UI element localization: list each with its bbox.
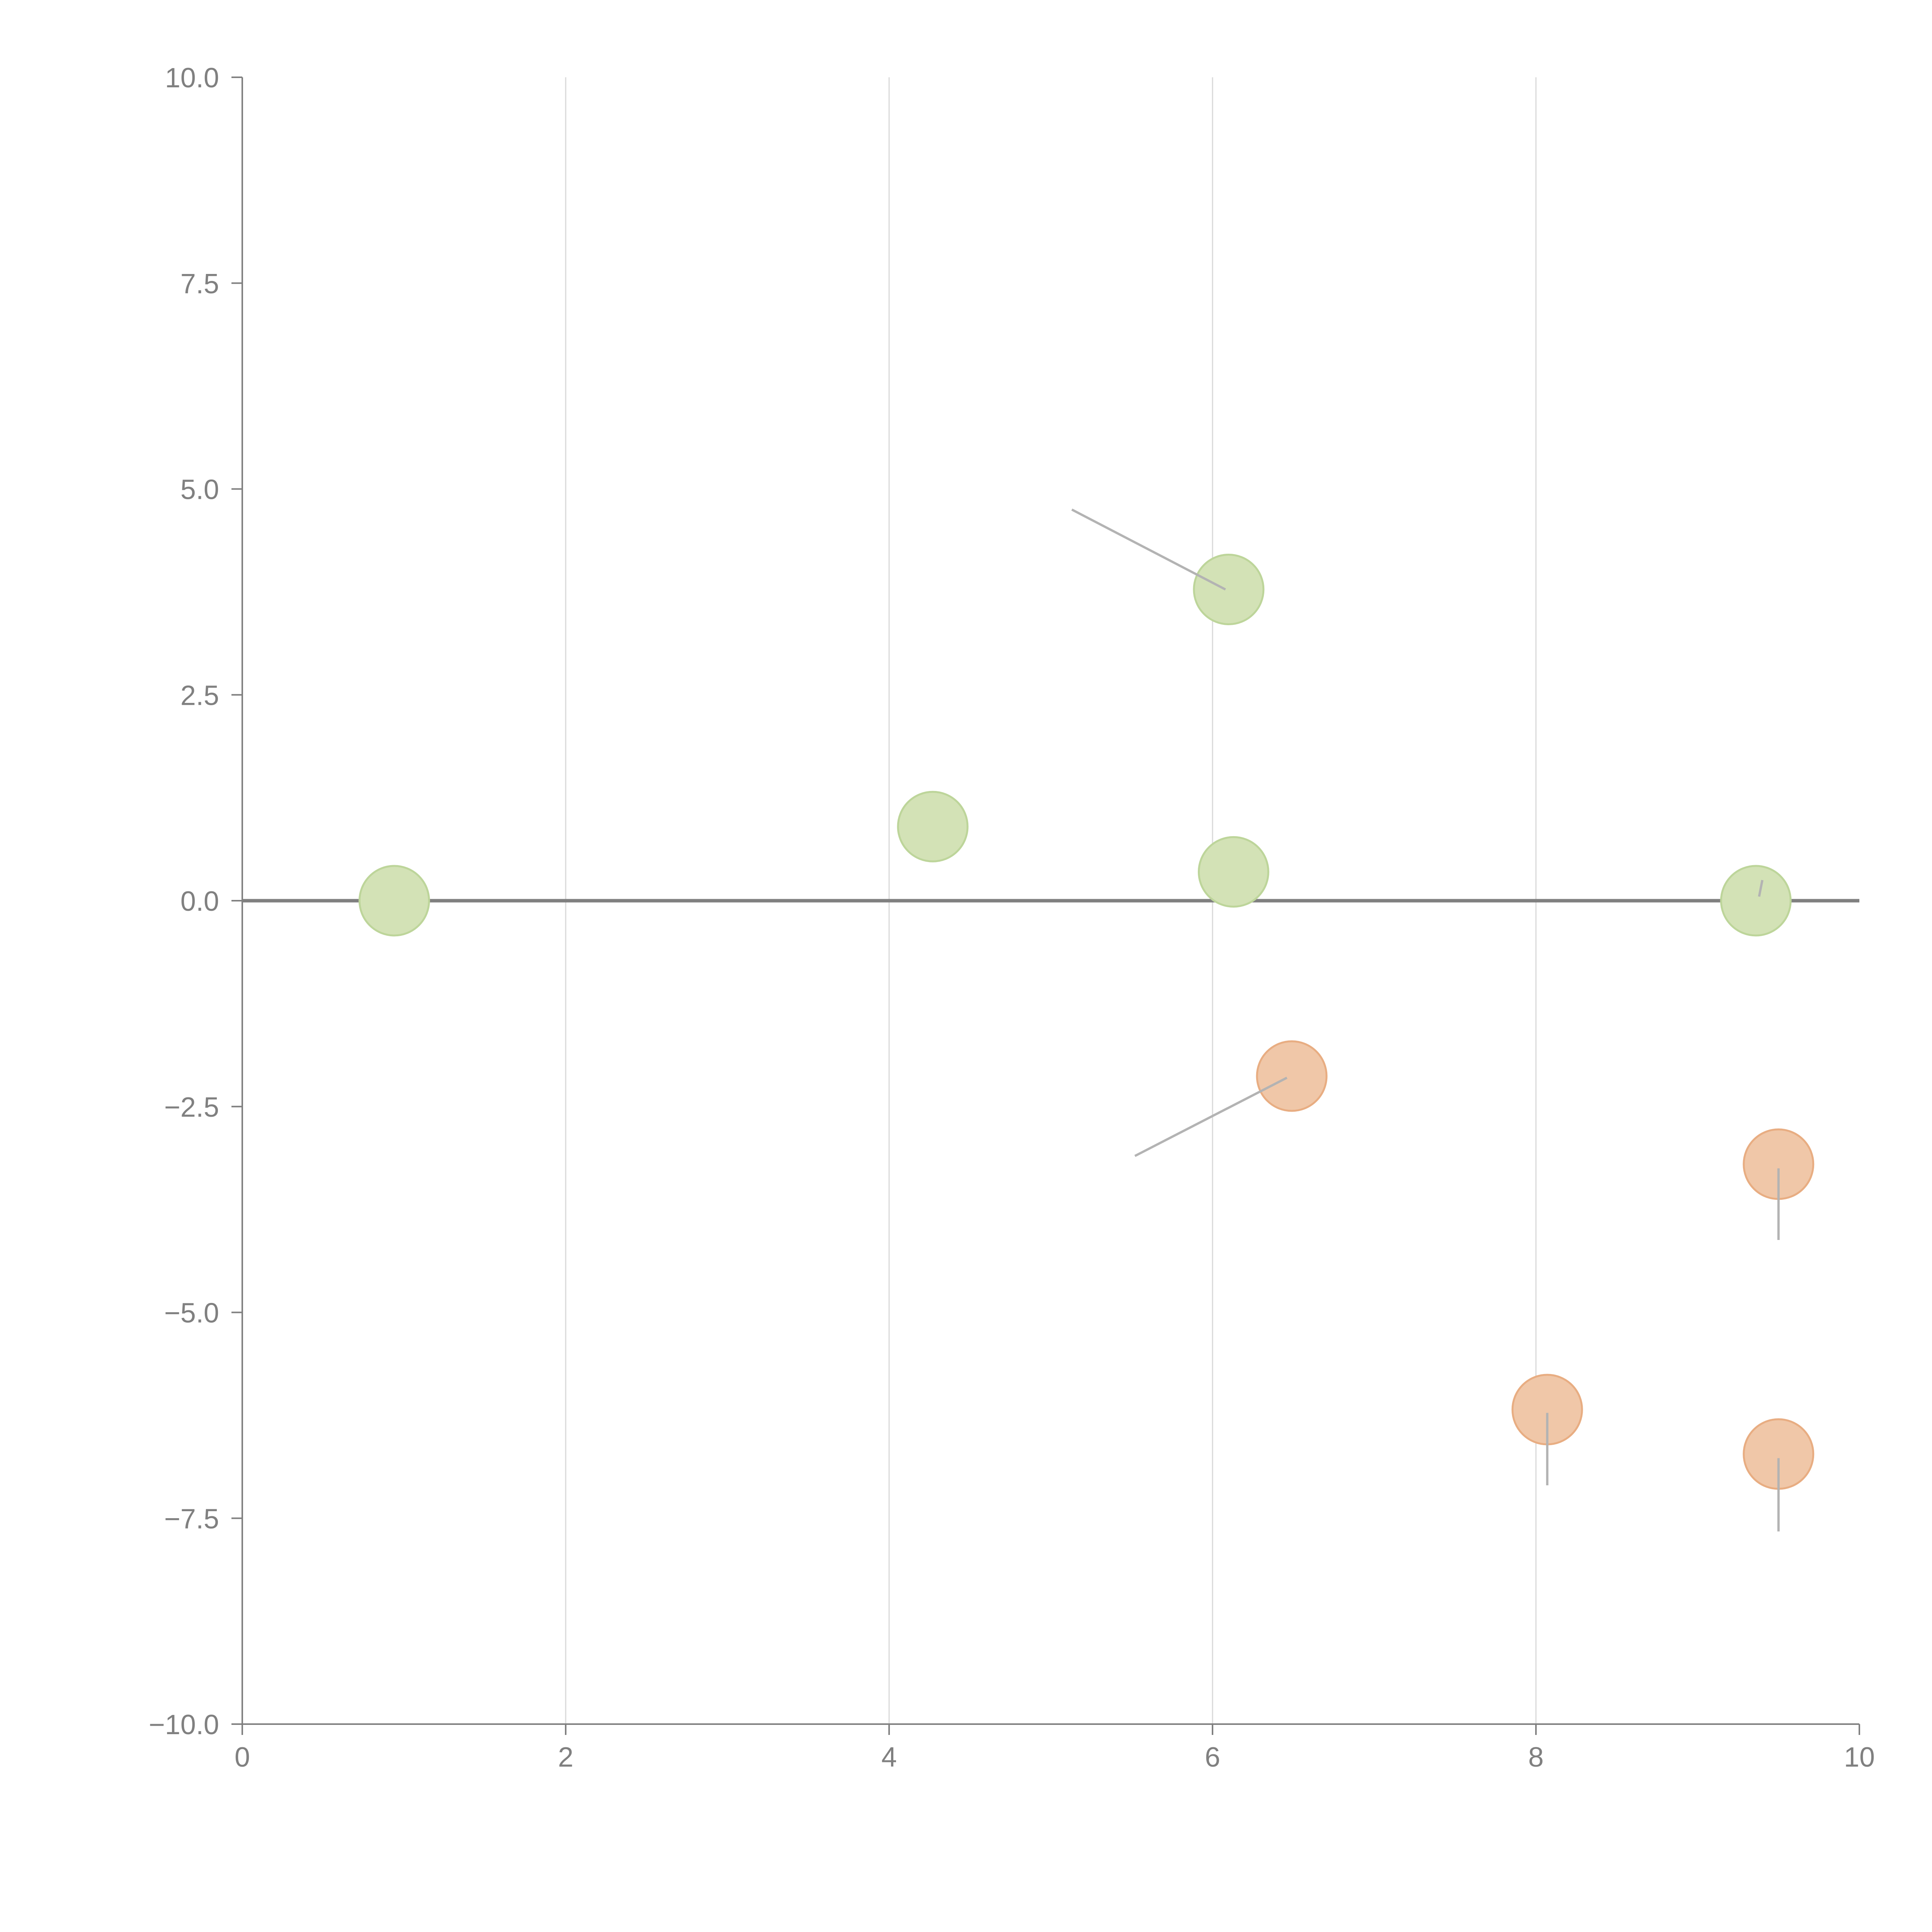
positive-data-point xyxy=(1193,553,1265,625)
positive-leader-line xyxy=(1758,880,1764,897)
axes xyxy=(231,77,1860,1735)
x-tick-label: 4 xyxy=(881,1742,897,1773)
positive-leader-line xyxy=(1071,509,1226,591)
y-tick-label: −7.5 xyxy=(164,1503,219,1534)
x-tick-label: 0 xyxy=(235,1742,250,1773)
y-tick-label: −5.0 xyxy=(164,1298,219,1329)
y-tick-label: 5.0 xyxy=(180,474,219,505)
positive-data-point xyxy=(1197,836,1269,908)
y-tick-label: 10.0 xyxy=(165,63,219,94)
x-tick-label: 8 xyxy=(1528,1742,1544,1773)
tick-labels: 0 2 4 6 8 10 −10.0 −7.5 −5.0 −2.5 0.0 2.5 5.0 7.5 10.0 xyxy=(149,63,1875,1773)
y-tick-label: 7.5 xyxy=(180,269,219,299)
y-tick-label: 0.0 xyxy=(180,886,219,917)
x-tick-label: 6 xyxy=(1205,1742,1220,1773)
positive-data-point xyxy=(358,865,430,937)
positive-data-point xyxy=(897,791,969,862)
positive-data-point xyxy=(1720,865,1792,937)
y-tick-label: 2.5 xyxy=(180,680,219,711)
x-tick-label: 10 xyxy=(1844,1742,1875,1773)
y-tick-label: −2.5 xyxy=(164,1092,219,1123)
x-tick-label: 2 xyxy=(558,1742,573,1773)
negative-data-point xyxy=(1256,1040,1328,1112)
data-points xyxy=(358,509,1815,1532)
y-tick-label: −10.0 xyxy=(149,1709,219,1740)
negative-leader-line xyxy=(1134,1077,1287,1157)
